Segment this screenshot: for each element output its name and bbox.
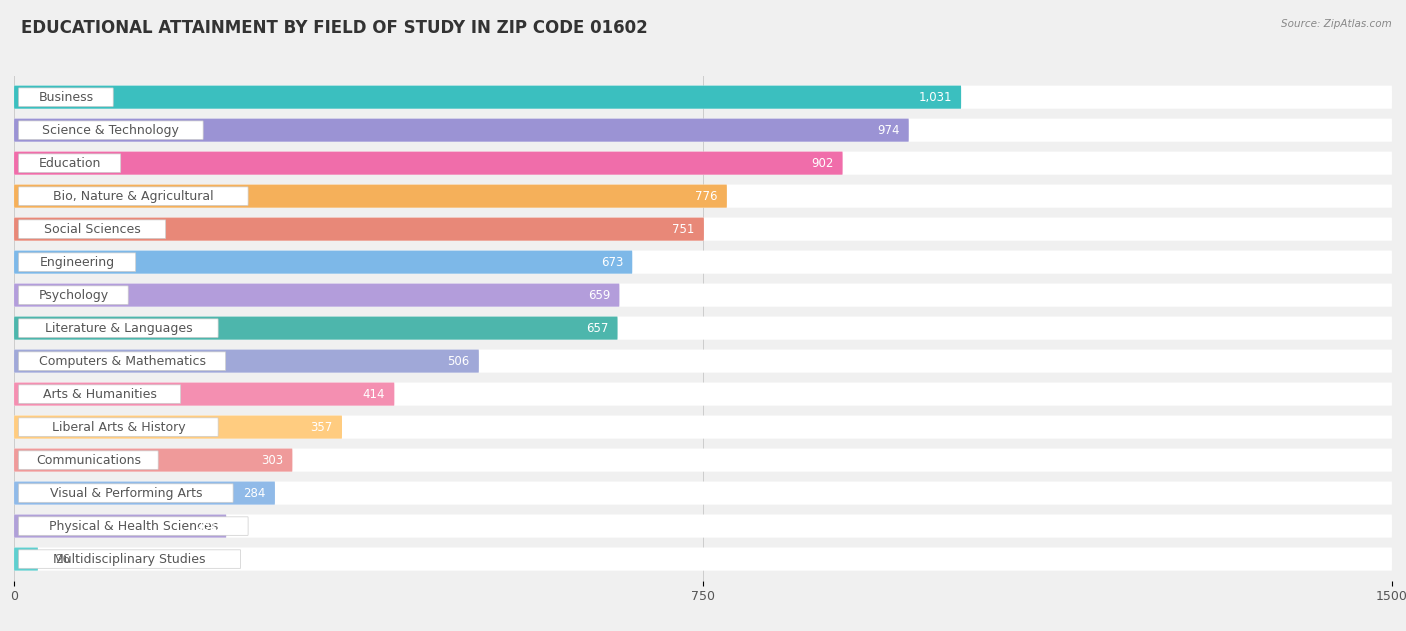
FancyBboxPatch shape [18, 352, 225, 370]
Text: 414: 414 [363, 387, 385, 401]
Text: 284: 284 [243, 487, 266, 500]
Text: EDUCATIONAL ATTAINMENT BY FIELD OF STUDY IN ZIP CODE 01602: EDUCATIONAL ATTAINMENT BY FIELD OF STUDY… [21, 19, 648, 37]
FancyBboxPatch shape [14, 185, 727, 208]
FancyBboxPatch shape [14, 119, 908, 142]
Text: Business: Business [38, 91, 94, 103]
Text: 303: 303 [262, 454, 283, 466]
Text: 1,031: 1,031 [918, 91, 952, 103]
FancyBboxPatch shape [18, 484, 233, 502]
Text: Social Sciences: Social Sciences [44, 223, 141, 235]
Text: Multidisciplinary Studies: Multidisciplinary Studies [53, 553, 205, 565]
FancyBboxPatch shape [18, 187, 247, 205]
FancyBboxPatch shape [18, 88, 114, 107]
Text: Education: Education [38, 156, 101, 170]
FancyBboxPatch shape [14, 317, 617, 339]
Text: Communications: Communications [37, 454, 141, 466]
FancyBboxPatch shape [14, 514, 226, 538]
Text: 751: 751 [672, 223, 695, 235]
Text: Source: ZipAtlas.com: Source: ZipAtlas.com [1281, 19, 1392, 29]
FancyBboxPatch shape [18, 550, 240, 569]
Text: Visual & Performing Arts: Visual & Performing Arts [49, 487, 202, 500]
Text: Science & Technology: Science & Technology [42, 124, 180, 137]
FancyBboxPatch shape [14, 481, 1392, 505]
FancyBboxPatch shape [14, 449, 1392, 471]
FancyBboxPatch shape [14, 119, 1392, 142]
Text: 357: 357 [311, 421, 333, 433]
FancyBboxPatch shape [14, 350, 479, 373]
Text: 506: 506 [447, 355, 470, 368]
Text: Bio, Nature & Agricultural: Bio, Nature & Agricultural [53, 190, 214, 203]
FancyBboxPatch shape [14, 350, 1392, 373]
FancyBboxPatch shape [18, 385, 180, 403]
Text: 659: 659 [588, 288, 610, 302]
FancyBboxPatch shape [14, 283, 1392, 307]
FancyBboxPatch shape [14, 382, 394, 406]
FancyBboxPatch shape [14, 514, 1392, 538]
FancyBboxPatch shape [14, 548, 38, 570]
FancyBboxPatch shape [14, 283, 620, 307]
Text: 974: 974 [877, 124, 900, 137]
FancyBboxPatch shape [14, 218, 704, 240]
FancyBboxPatch shape [18, 154, 121, 172]
FancyBboxPatch shape [14, 382, 1392, 406]
FancyBboxPatch shape [14, 185, 1392, 208]
Text: 657: 657 [586, 322, 609, 334]
FancyBboxPatch shape [14, 416, 1392, 439]
FancyBboxPatch shape [18, 253, 136, 271]
Text: Arts & Humanities: Arts & Humanities [42, 387, 156, 401]
FancyBboxPatch shape [18, 319, 218, 338]
Text: Psychology: Psychology [38, 288, 108, 302]
FancyBboxPatch shape [18, 418, 218, 437]
FancyBboxPatch shape [14, 317, 1392, 339]
FancyBboxPatch shape [14, 86, 962, 109]
FancyBboxPatch shape [14, 449, 292, 471]
FancyBboxPatch shape [18, 451, 159, 469]
Text: 902: 902 [811, 156, 834, 170]
Text: Computers & Mathematics: Computers & Mathematics [38, 355, 205, 368]
FancyBboxPatch shape [14, 251, 1392, 274]
FancyBboxPatch shape [18, 220, 166, 239]
Text: Literature & Languages: Literature & Languages [45, 322, 193, 334]
Text: Liberal Arts & History: Liberal Arts & History [52, 421, 186, 433]
FancyBboxPatch shape [14, 218, 1392, 240]
FancyBboxPatch shape [14, 481, 276, 505]
FancyBboxPatch shape [14, 151, 842, 175]
FancyBboxPatch shape [18, 517, 247, 535]
FancyBboxPatch shape [18, 286, 128, 304]
FancyBboxPatch shape [14, 86, 1392, 109]
Text: 26: 26 [55, 553, 70, 565]
Text: Physical & Health Sciences: Physical & Health Sciences [49, 519, 218, 533]
FancyBboxPatch shape [14, 151, 1392, 175]
Text: 776: 776 [695, 190, 717, 203]
Text: Engineering: Engineering [39, 256, 115, 269]
FancyBboxPatch shape [14, 251, 633, 274]
FancyBboxPatch shape [14, 548, 1392, 570]
Text: 231: 231 [194, 519, 217, 533]
FancyBboxPatch shape [18, 121, 202, 139]
Text: 673: 673 [600, 256, 623, 269]
FancyBboxPatch shape [14, 416, 342, 439]
